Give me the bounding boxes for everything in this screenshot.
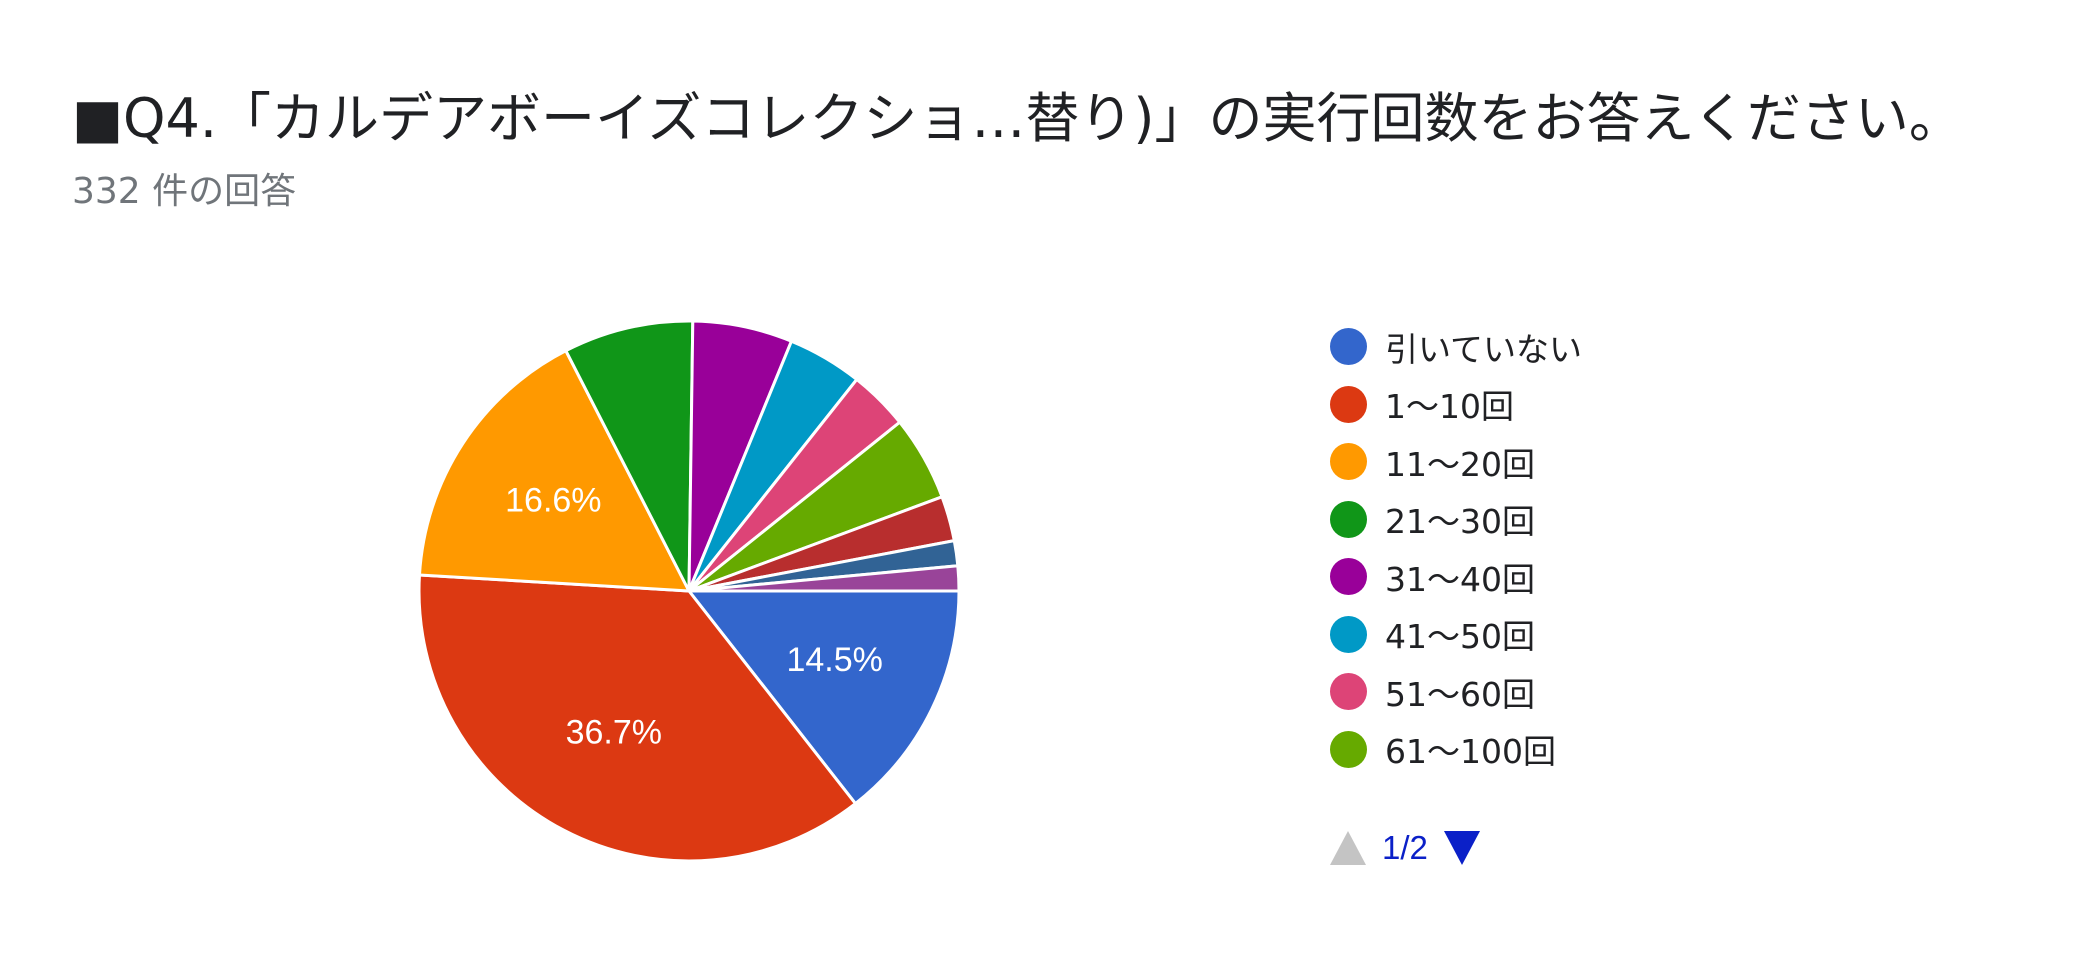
response-count: 332 件の回答	[72, 171, 297, 212]
legend-item[interactable]: 31〜40回	[1330, 548, 1582, 606]
legend-item[interactable]: 61〜100回	[1330, 721, 1582, 779]
legend-swatch	[1330, 673, 1367, 711]
legend-swatch	[1330, 615, 1367, 653]
pie-labels: 14.5% 36.7% 16.6%	[505, 481, 883, 751]
legend-label: 21〜30回	[1385, 502, 1535, 542]
legend-swatch	[1330, 730, 1367, 768]
legend-item[interactable]: 51〜60回	[1330, 663, 1582, 721]
legend: 引いていない 1〜10回 11〜20回 21〜30回 31〜40回 41〜50回 51〜60…	[1330, 318, 1582, 778]
legend-pager: 1/2	[1330, 826, 1480, 870]
legend-label: 引いていない	[1385, 329, 1583, 369]
previous-page-icon	[1330, 831, 1366, 865]
pie-slice-0[interactable]	[685, 589, 961, 806]
legend-label: 51〜60回	[1385, 674, 1535, 714]
slice-percent-label-1: 36.7%	[566, 713, 662, 751]
legend-label: 1〜10回	[1385, 387, 1514, 427]
legend-page-indicator: 1/2	[1382, 829, 1428, 866]
legend-item[interactable]: 41〜50回	[1330, 606, 1582, 664]
legend-label: 61〜100回	[1385, 732, 1556, 772]
pie-slice-1[interactable]	[417, 573, 858, 863]
legend-item[interactable]: 1〜10回	[1330, 376, 1582, 434]
slice-percent-label-0: 14.5%	[786, 641, 882, 679]
pie-slice-2[interactable]	[417, 348, 692, 593]
next-page-icon[interactable]	[1443, 831, 1480, 865]
legend-swatch	[1330, 500, 1367, 538]
legend-swatch	[1330, 558, 1367, 596]
chart-title: ■Q4.「カルデアボーイズコレクショ…替り)」の実行回数をお答えください。	[72, 87, 1963, 150]
legend-item[interactable]: 11〜20回	[1330, 433, 1582, 491]
pie-slice-3[interactable]	[563, 319, 695, 592]
pie-slice-10[interactable]	[688, 564, 961, 593]
slice-percent-label-2: 16.6%	[505, 481, 601, 519]
legend-swatch	[1330, 328, 1367, 366]
legend-item[interactable]: 引いていない	[1330, 318, 1582, 376]
legend-swatch	[1330, 385, 1367, 423]
legend-label: 41〜50回	[1385, 617, 1535, 657]
legend-item[interactable]: 21〜30回	[1330, 491, 1582, 549]
legend-label: 31〜40回	[1385, 559, 1535, 599]
legend-swatch	[1330, 443, 1367, 481]
pie-slices	[417, 319, 961, 863]
legend-label: 11〜20回	[1385, 444, 1535, 484]
